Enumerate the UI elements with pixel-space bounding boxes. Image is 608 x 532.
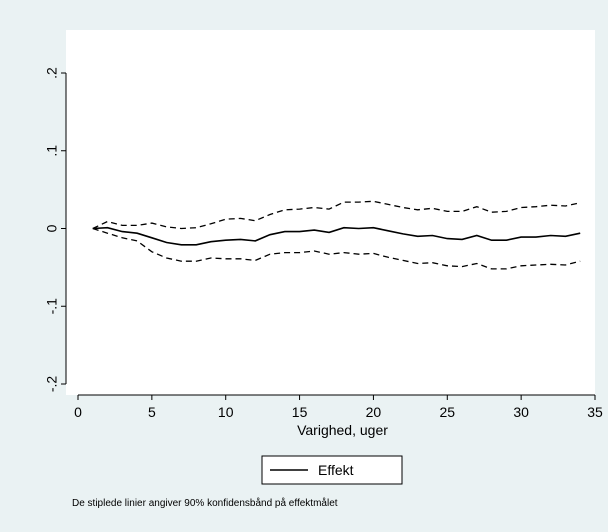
y-tick-label: .1	[44, 145, 60, 157]
legend-label-effekt: Effekt	[318, 462, 354, 478]
plot-area	[66, 30, 595, 395]
x-axis-label: Varighed, uger	[297, 422, 388, 438]
y-axis: .2 .1 0 -.1 -.2	[44, 67, 67, 393]
confidence-band-line	[92, 200, 581, 230]
x-tick-label: 25	[439, 404, 455, 420]
y-tick-label: -.2	[44, 376, 60, 393]
legend: Effekt	[261, 455, 403, 485]
x-tick-label: 35	[587, 404, 603, 420]
y-tick-label: .2	[44, 67, 60, 79]
confidence-band-line	[92, 227, 581, 270]
x-tick-label: 30	[513, 404, 529, 420]
y-tick-label: 0	[44, 224, 60, 232]
x-tick-label: 10	[218, 404, 234, 420]
footnote: De stiplede linier angiver 90% konfidens…	[72, 497, 338, 509]
series-line-effekt	[92, 226, 581, 246]
series-layer	[92, 200, 581, 270]
x-tick-label: 5	[148, 404, 156, 420]
x-tick-label: 0	[74, 404, 82, 420]
y-tick-label: -.1	[44, 298, 60, 315]
x-tick-label: 15	[292, 404, 308, 420]
x-tick-label: 20	[366, 404, 382, 420]
x-axis: 0 5 10 15 20 25 30 35	[74, 394, 603, 420]
